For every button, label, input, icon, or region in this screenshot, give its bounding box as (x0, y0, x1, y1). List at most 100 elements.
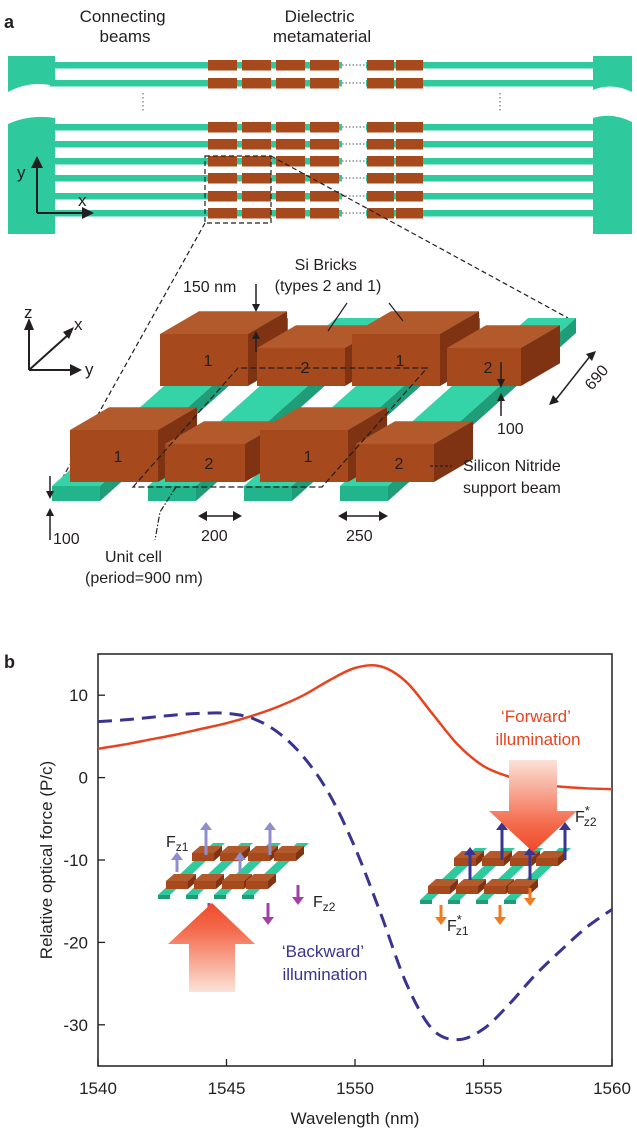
inset-brick-front (246, 881, 268, 889)
beam-length-label: 690 (582, 362, 612, 393)
backward-illumination-label: ‘Backward’ illumination (282, 942, 368, 984)
brick-top-view (276, 156, 305, 167)
brick-front-face (356, 444, 434, 482)
x-tick-label: 1550 (336, 1079, 374, 1098)
fz1-star-label: F* z1 (447, 912, 469, 938)
axis-y-label-top: y (17, 163, 26, 182)
force-arrow-up-head (496, 822, 508, 830)
backward-illumination-arrow (168, 903, 255, 992)
brick-top-view (310, 156, 339, 167)
inset-beam-front (186, 895, 198, 899)
brick-top-view (310, 122, 339, 133)
inset-brick-top (428, 879, 458, 886)
beam-length-arrow (549, 351, 596, 405)
panel-a-label: a (4, 12, 15, 32)
beam-thickness-left-label: 100 (53, 531, 80, 548)
inset-brick-side (530, 879, 538, 894)
brick-top-view (242, 156, 271, 167)
inset-beam-front (420, 900, 432, 904)
brick-front-face (160, 334, 248, 386)
force-arrow-down-head (494, 917, 506, 925)
force-arrow-down-head (292, 897, 304, 905)
inset-forward (420, 822, 571, 925)
x-tick-label: 1555 (465, 1079, 503, 1098)
brick-top-view (276, 191, 305, 202)
panel-b: b 10 0 -10 -20 -30 1540 1545 1550 1555 1560 Wavele… (4, 652, 631, 1128)
inset-brick-front (166, 881, 188, 889)
inset-brick-side (214, 846, 222, 861)
inset-brick-front (274, 853, 296, 861)
brick-top-view (276, 60, 305, 71)
brick-top-view (396, 139, 423, 150)
brick-top-view (367, 156, 394, 167)
brick-top-view (242, 78, 271, 89)
brick-side-face (434, 421, 473, 482)
brick-top-face (70, 407, 197, 430)
xyz-axis-indicator (24, 318, 82, 376)
inset-brick-front (510, 858, 532, 866)
brick-top-view (242, 173, 271, 184)
brick-front-face (352, 334, 440, 386)
brick-top-view (276, 78, 305, 89)
brick-top-view (310, 208, 339, 219)
brick-top-view (242, 60, 271, 71)
inset-brick-front (536, 858, 558, 866)
beam-thickness-right-label: 100 (497, 421, 524, 438)
brick-top-view (367, 122, 394, 133)
inset-beam-front (242, 895, 254, 899)
brick-type-label: 1 (204, 353, 213, 370)
axis-x-label-top: x (78, 191, 87, 210)
force-arrow-down-head (524, 898, 536, 906)
y-tick-label: 10 (69, 686, 88, 705)
y-tick-label: -10 (63, 851, 88, 870)
force-arrow-down-head (262, 917, 274, 925)
projection-line-right (270, 155, 569, 319)
brick-front-face (165, 444, 245, 482)
brick-side-face (521, 325, 560, 386)
beam-right-segment (366, 80, 596, 87)
inset-beam-front (476, 900, 488, 904)
inset-brick-front (484, 886, 506, 894)
fz1-label: Fz1 (166, 834, 189, 854)
dielectric-metamaterial-label: Dielectric metamaterial (273, 7, 371, 46)
brick-height-label: 150 nm (183, 279, 236, 296)
beam-right-segment (366, 175, 596, 182)
y-tick-label: 0 (79, 769, 88, 788)
inset-brick-top (222, 874, 252, 881)
beam-right-segment (366, 210, 596, 217)
brick-top-view (367, 191, 394, 202)
brick-front-face (260, 430, 348, 482)
force-arrow-up-head (559, 822, 571, 830)
xy-axis-indicator (31, 156, 94, 219)
inset-brick-side (476, 851, 484, 866)
brick-top-face (165, 421, 284, 444)
right-anchor-bottom (593, 115, 632, 234)
brick-top-view (310, 78, 339, 89)
beam-left-segment (50, 62, 342, 69)
beam-row (50, 122, 596, 133)
brick-type-label: 1 (304, 449, 313, 466)
brick-top-view (367, 139, 394, 150)
brick-top-view (276, 173, 305, 184)
beam-width-arrow (338, 511, 388, 521)
beam-left-segment (50, 193, 342, 200)
inset-beam-front (504, 900, 516, 904)
brick-top-face (352, 311, 479, 334)
brick-top-view (310, 60, 339, 71)
isometric-structure: 1 2 1 21 2 1 2 (52, 311, 576, 501)
brick-top-view (276, 122, 305, 133)
inset-brick-top (274, 846, 304, 853)
x-tick-label: 1540 (79, 1079, 117, 1098)
inset-brick-top (246, 874, 276, 881)
inset-brick-side (268, 874, 276, 889)
brick-top-view (310, 173, 339, 184)
brick-top-view (208, 78, 237, 89)
brick-front-face (70, 430, 158, 482)
beam-row (50, 173, 596, 184)
brick-top-view (396, 156, 423, 167)
beam-front-face (340, 486, 388, 501)
beam-right-segment (366, 193, 596, 200)
brick-top-view (367, 173, 394, 184)
inset-brick-side (478, 879, 486, 894)
beam-row (50, 191, 596, 202)
